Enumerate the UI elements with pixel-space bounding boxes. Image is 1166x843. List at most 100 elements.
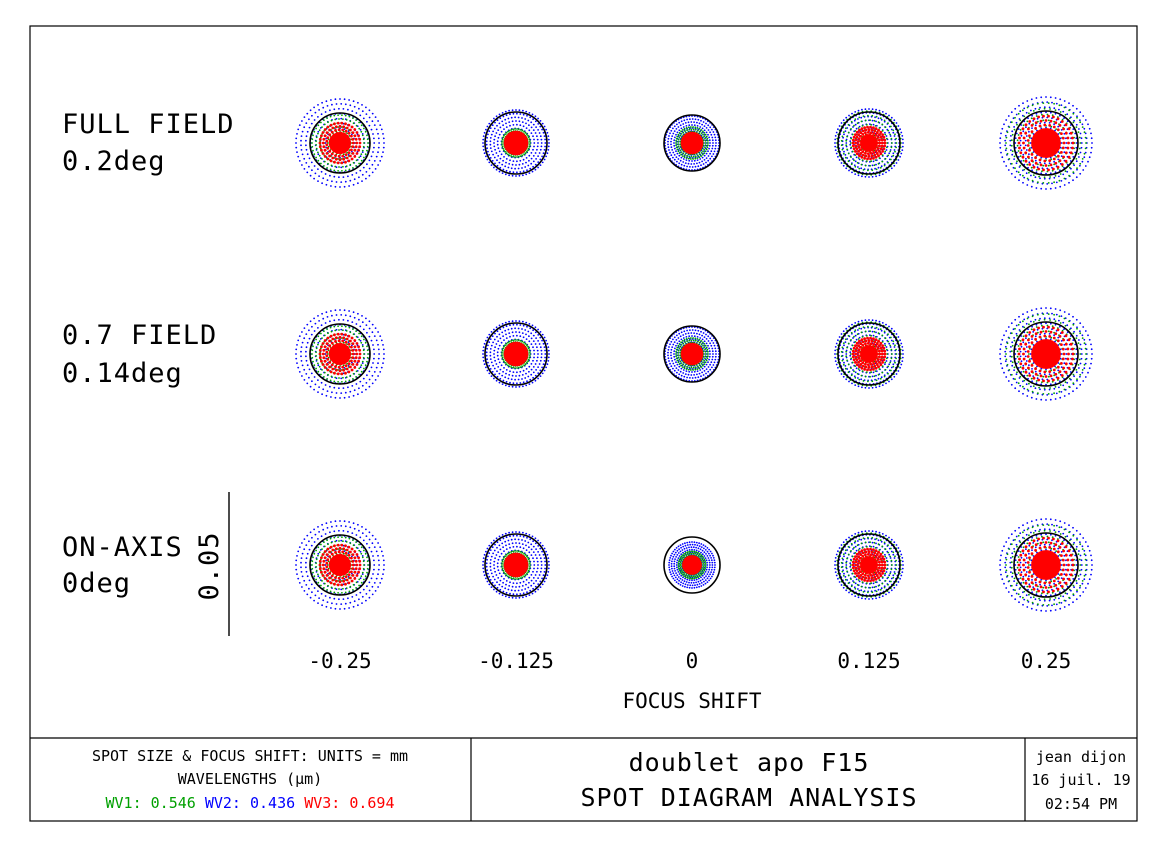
spot-ray-dot <box>707 144 709 147</box>
spot-ray-dot <box>688 370 691 373</box>
spot-ray-dot <box>498 133 501 136</box>
spot-ray-dot <box>355 335 358 338</box>
spot-ray-dot <box>328 365 331 369</box>
spot-ray-dot <box>331 367 335 371</box>
spot-ray-dot <box>692 126 694 128</box>
spot-ray-dot <box>850 137 853 140</box>
spot-ray-dot <box>528 112 531 114</box>
spot-ray-dot <box>514 156 516 158</box>
spot-ray-dot <box>333 175 336 178</box>
spot-ray-dot <box>704 361 707 364</box>
spot-ray-dot <box>1060 142 1063 144</box>
spot-ray-dot <box>890 137 893 140</box>
spot-ray-dot <box>547 360 550 362</box>
spot-ray-dot <box>348 326 351 329</box>
spot-ray-dot <box>851 150 854 153</box>
spot-ray-dot <box>1041 113 1043 116</box>
spot-ray-dot <box>714 144 717 147</box>
spot-ray-dot <box>837 155 839 158</box>
spot-ray-dot <box>853 119 856 122</box>
spot-ray-dot <box>359 339 362 342</box>
spot-ray-dot <box>529 353 531 355</box>
spot-ray-dot <box>525 127 528 129</box>
spot-ray-dot <box>860 155 864 159</box>
spot-ray-dot <box>355 131 359 134</box>
spot-ray-dot <box>515 109 517 111</box>
spot-ray-dot <box>496 335 498 338</box>
spot-ray-dot <box>1066 113 1069 116</box>
spot-ray-dot <box>679 370 682 373</box>
spot-ray-dot <box>1013 158 1015 161</box>
spot-ray-dot <box>329 159 333 163</box>
spot-ray-dot <box>330 185 332 187</box>
spot-ray-dot <box>330 130 334 134</box>
spot-ray-dot <box>325 394 328 397</box>
spot-ray-dot <box>884 126 887 129</box>
spot-ray-dot <box>682 363 685 366</box>
spot-ray-dot <box>358 107 360 110</box>
spot-ray-dot <box>841 148 844 151</box>
spot-ray-dot <box>1032 164 1035 167</box>
spot-ray-dot <box>859 131 863 135</box>
spot-ray-dot <box>870 154 874 158</box>
spot-ray-dot <box>901 138 904 141</box>
spot-ray-dot <box>511 174 514 177</box>
spot-ray-dot <box>1066 146 1070 150</box>
spot-ray-dot <box>334 368 338 372</box>
spot-ray-dot <box>519 335 522 338</box>
spot-ray-dot <box>529 327 532 330</box>
spot-ray-dot <box>1043 176 1046 179</box>
spot-ray-dot <box>1034 159 1037 162</box>
spot-ray-dot <box>837 128 839 131</box>
spot-ray-dot <box>362 328 365 331</box>
spot-ray-dot <box>361 345 364 348</box>
spot-ray-dot <box>315 147 318 150</box>
spot-ray-dot <box>1055 128 1057 131</box>
spot-ray-dot <box>1028 130 1030 133</box>
spot-ray-dot <box>500 153 503 156</box>
spot-ray-dot <box>301 375 303 377</box>
spot-ray-dot <box>499 157 502 160</box>
spot-ray-dot <box>543 135 546 138</box>
spot-ray-dot <box>1030 185 1033 188</box>
spot-ray-dot <box>855 367 858 370</box>
spot-ray-dot <box>315 358 318 361</box>
spot-ray-dot <box>352 311 355 314</box>
spot-ray-dot <box>530 368 533 371</box>
spot-ray-dot <box>530 343 533 345</box>
spot-ray-dot <box>688 124 691 127</box>
spot-ray-dot <box>673 365 676 367</box>
spot-ray-dot <box>1026 144 1030 147</box>
spot-ray-dot <box>704 144 707 147</box>
spot-ray-dot <box>527 375 530 378</box>
spot-ray-dot <box>884 363 886 366</box>
spot-ray-dot <box>699 337 702 339</box>
spot-ray-dot <box>343 185 346 188</box>
spot-ray-dot <box>343 309 346 312</box>
spot-ray-dot <box>334 129 337 132</box>
spot-ray-dot <box>1048 124 1052 127</box>
spot-ray-dot <box>878 141 882 145</box>
spot-ray-dot <box>859 134 863 138</box>
spot-ray-dot <box>545 128 547 131</box>
spot-ray-dot <box>504 133 506 136</box>
spot-ray-dot <box>367 353 369 355</box>
spot-ray-dot <box>363 142 365 144</box>
spot-ray-dot <box>317 159 320 162</box>
spot-ray-dot <box>375 155 378 158</box>
spot-ray-dot <box>482 360 485 362</box>
spot-ray-dot <box>678 373 681 376</box>
spot-ray-dot <box>330 396 332 398</box>
spot-ray-dot <box>1025 111 1028 114</box>
spot-ray-dot <box>709 131 711 134</box>
spot-ray-dot <box>489 348 492 350</box>
spot-ray-dot <box>1017 171 1020 174</box>
spot-ray-dot <box>1007 115 1010 117</box>
spot-ray-dot <box>1081 126 1084 128</box>
spot-ray-dot <box>704 137 706 140</box>
spot-ray-dot <box>528 370 530 373</box>
spot-ray-dot <box>340 328 343 331</box>
spot-ray-dot <box>337 365 341 369</box>
spot-ray-dot <box>706 357 709 360</box>
spot-ray-dot <box>534 132 537 134</box>
